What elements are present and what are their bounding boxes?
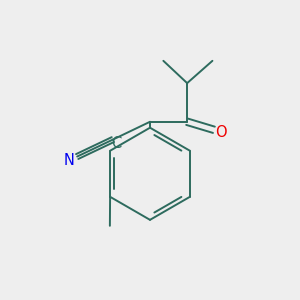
Text: O: O: [215, 125, 227, 140]
Text: C: C: [112, 136, 122, 151]
Text: N: N: [64, 153, 75, 168]
